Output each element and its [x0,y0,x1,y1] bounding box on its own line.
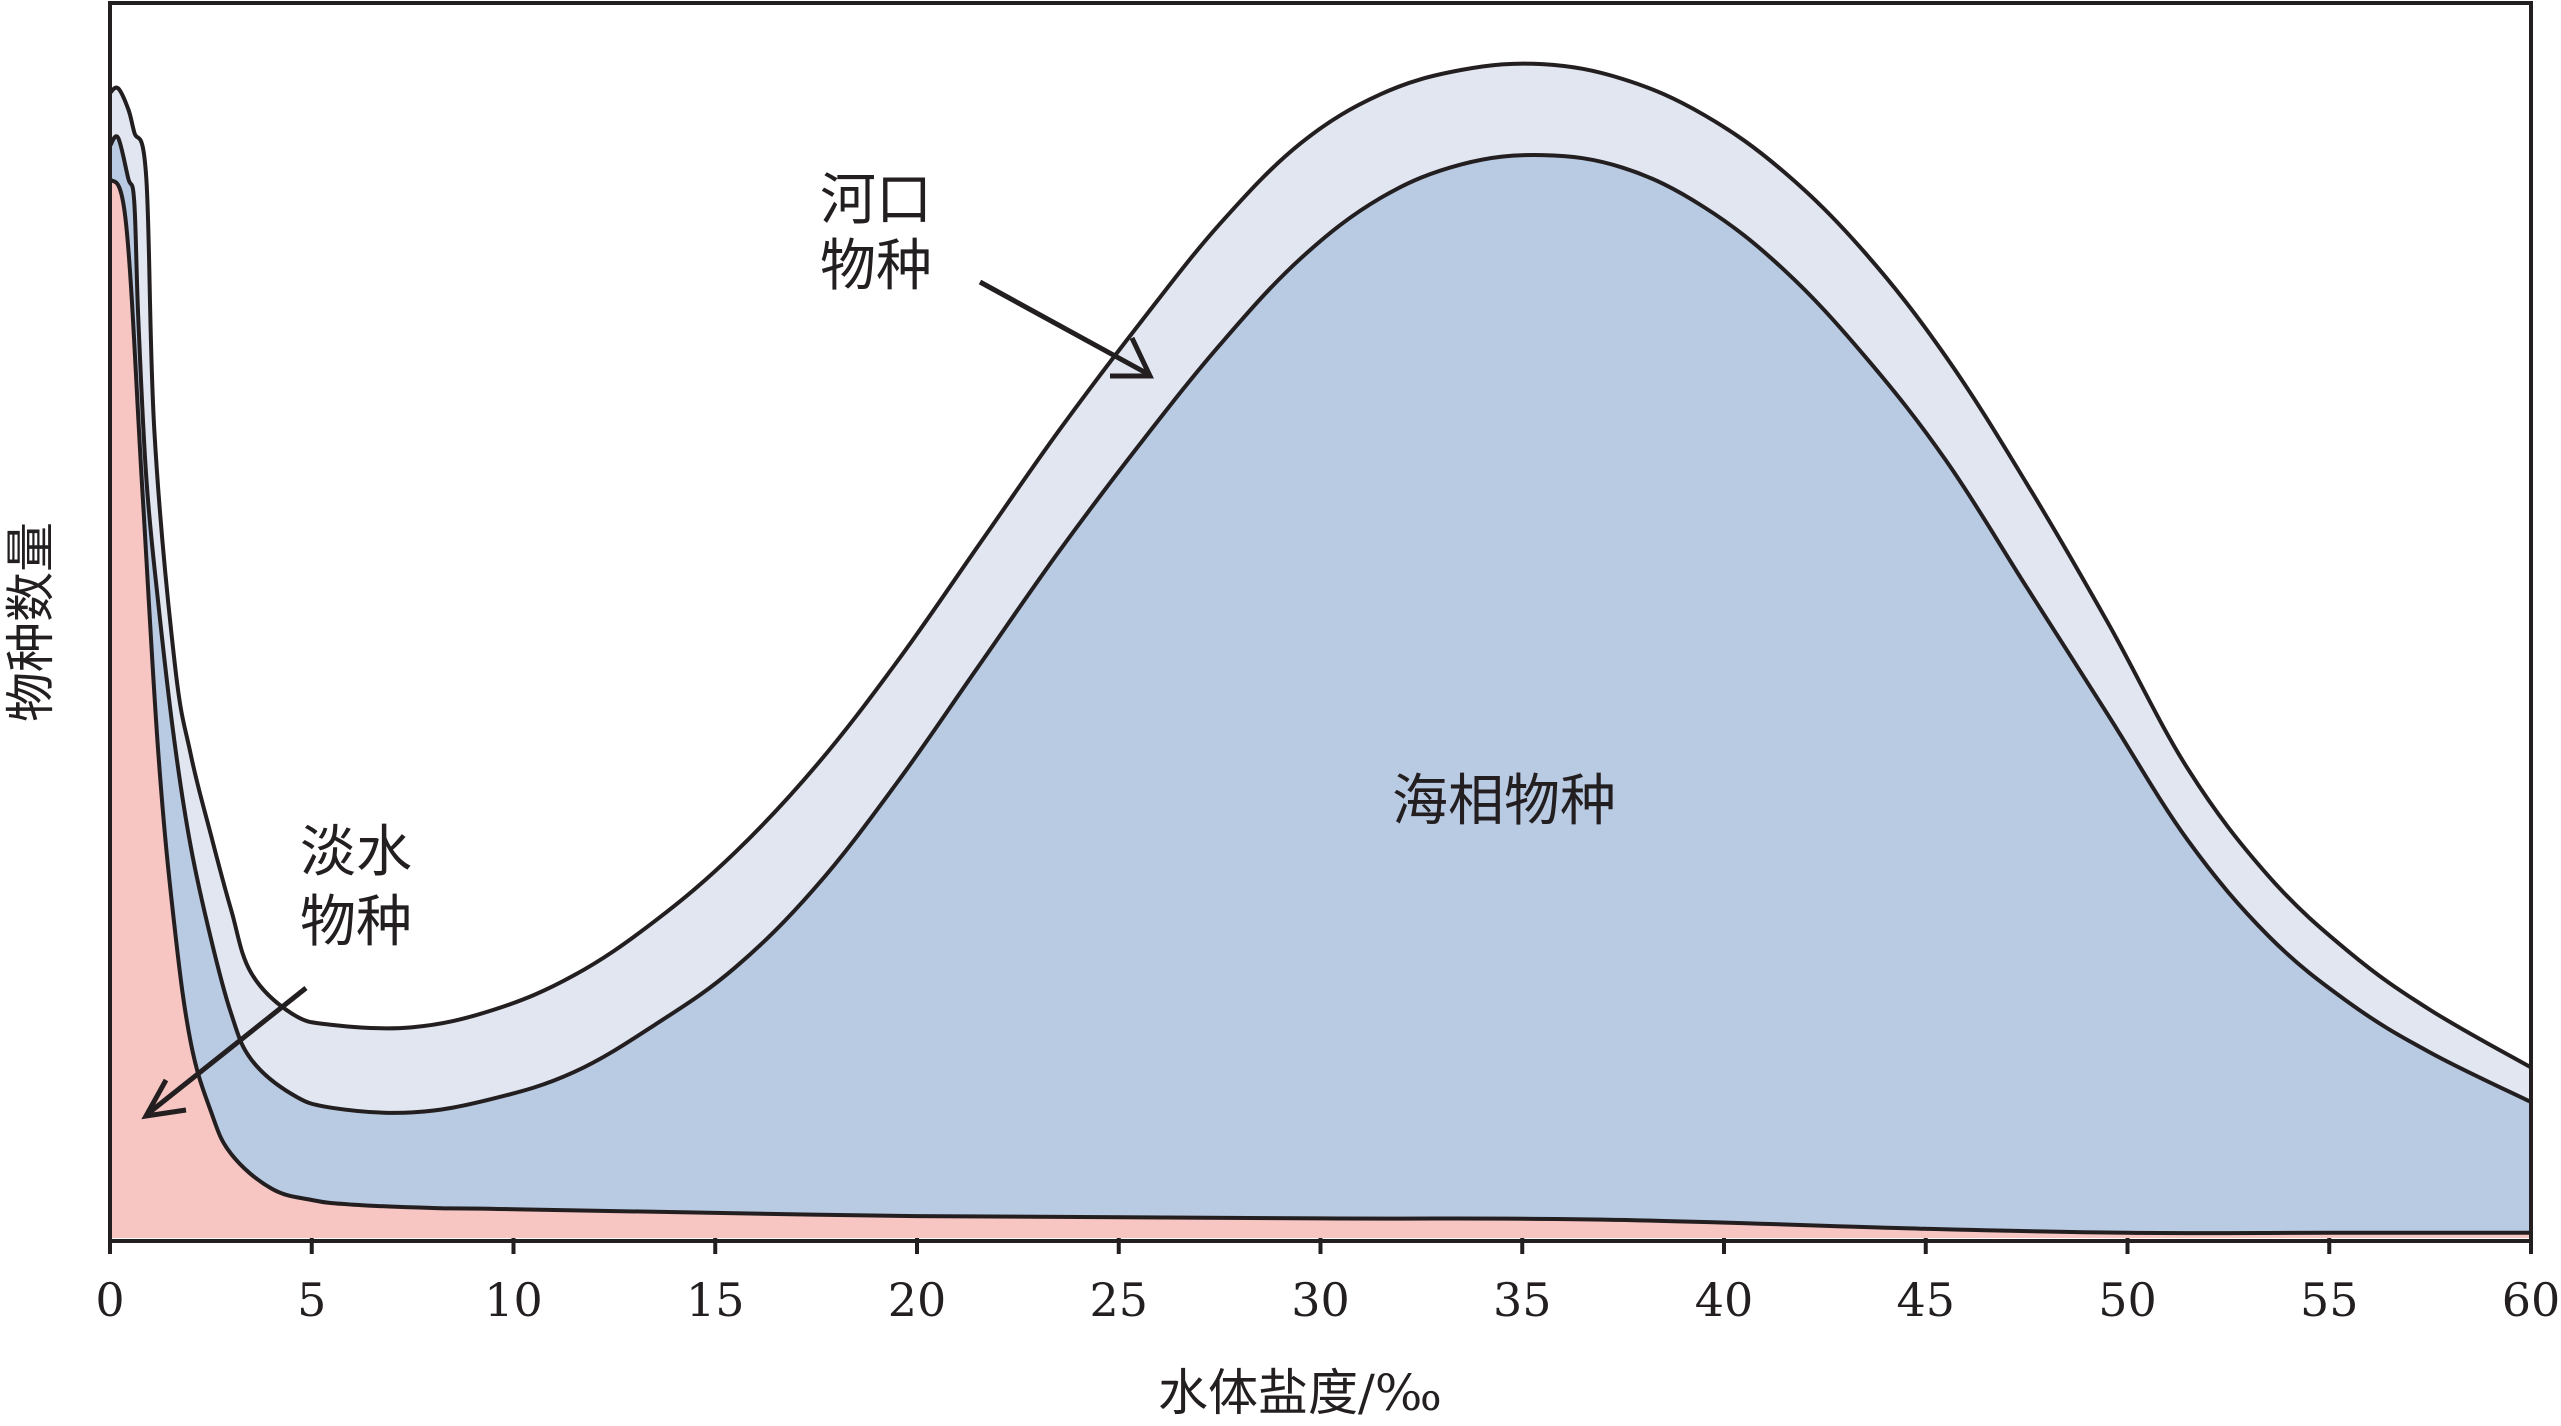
estuarine-annotation: 河口 物种 [820,168,1154,379]
x-tick-label: 45 [1896,1273,1955,1327]
freshwater-label-line1: 淡水 [300,820,412,885]
marine-area [110,136,2531,1239]
y-axis-label: 物种数量 [2,522,60,722]
x-axis-ticks: 0 5 10 15 20 25 30 35 40 45 50 55 60 [95,1238,2560,1327]
x-tick-label: 25 [1089,1273,1148,1327]
x-tick-label: 15 [686,1273,745,1327]
estuarine-area-outline [108,61,2532,1070]
freshwater-label-line2: 物种 [300,890,412,955]
x-tick-label: 50 [2098,1273,2157,1327]
estuarine-label-line1: 河口 [820,168,932,233]
x-axis-label: 水体盐度/‰ [1158,1364,1442,1422]
marine-label: 海相物种 [1392,769,1616,834]
estuarine-arrow [978,279,1154,379]
x-tick-label: 5 [297,1273,326,1327]
freshwater-arrow [141,986,308,1120]
x-tick-label: 30 [1291,1273,1350,1327]
x-tick-label: 20 [888,1273,947,1327]
estuarine-label-line2: 物种 [820,234,932,299]
marine-area-outline [108,134,2532,1115]
x-tick-label: 60 [2502,1273,2561,1327]
x-tick-label: 35 [1493,1273,1552,1327]
x-tick-label: 40 [1695,1273,1754,1327]
x-tick-label: 10 [484,1273,543,1327]
freshwater-area-outline [108,177,2531,1236]
freshwater-annotation: 淡水 物种 [141,820,412,1120]
area-layer [108,61,2532,1239]
x-tick-label: 0 [95,1273,124,1327]
x-tick-label: 55 [2300,1273,2359,1327]
